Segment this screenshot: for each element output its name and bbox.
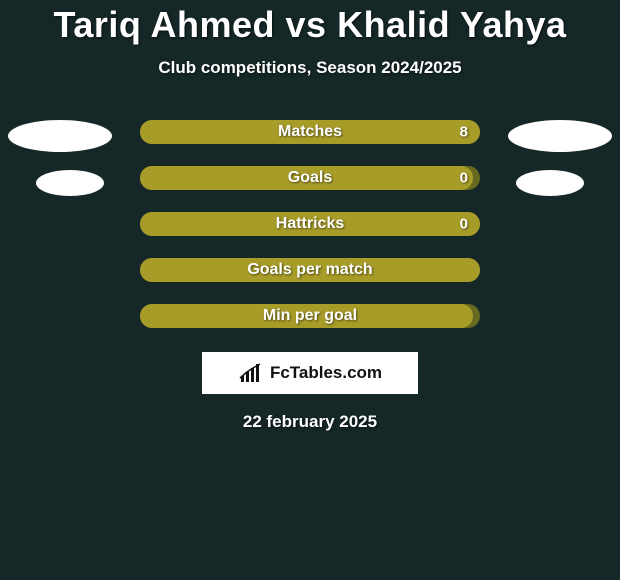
brand-text: FcTables.com xyxy=(270,363,382,383)
brand-box[interactable]: FcTables.com xyxy=(202,352,418,394)
date-line: 22 february 2025 xyxy=(0,412,620,432)
bar-label: Min per goal xyxy=(263,307,357,325)
stat-bar: Hattricks 0 xyxy=(140,212,480,236)
stat-bar: Matches 8 xyxy=(140,120,480,144)
chart-icon xyxy=(238,362,266,384)
bar-label: Goals xyxy=(288,169,332,187)
comparison-bars: Matches 8 Goals 0 Hattricks 0 Goals per match M… xyxy=(140,120,480,328)
bar-label: Goals per match xyxy=(247,261,372,279)
bar-label: Hattricks xyxy=(276,215,344,233)
stat-bar: Goals per match xyxy=(140,258,480,282)
placeholder-oval xyxy=(508,120,612,152)
bar-value: 0 xyxy=(460,170,468,187)
bar-label: Matches xyxy=(278,123,342,141)
stats-area: Matches 8 Goals 0 Hattricks 0 Goals per match M… xyxy=(0,120,620,328)
page-title: Tariq Ahmed vs Khalid Yahya xyxy=(0,4,620,46)
stat-bar: Min per goal xyxy=(140,304,480,328)
placeholder-oval xyxy=(8,120,112,152)
bar-value: 0 xyxy=(460,216,468,233)
stat-bar: Goals 0 xyxy=(140,166,480,190)
placeholder-oval xyxy=(36,170,104,196)
bar-value: 8 xyxy=(460,124,468,141)
subtitle: Club competitions, Season 2024/2025 xyxy=(0,58,620,78)
placeholder-oval xyxy=(516,170,584,196)
